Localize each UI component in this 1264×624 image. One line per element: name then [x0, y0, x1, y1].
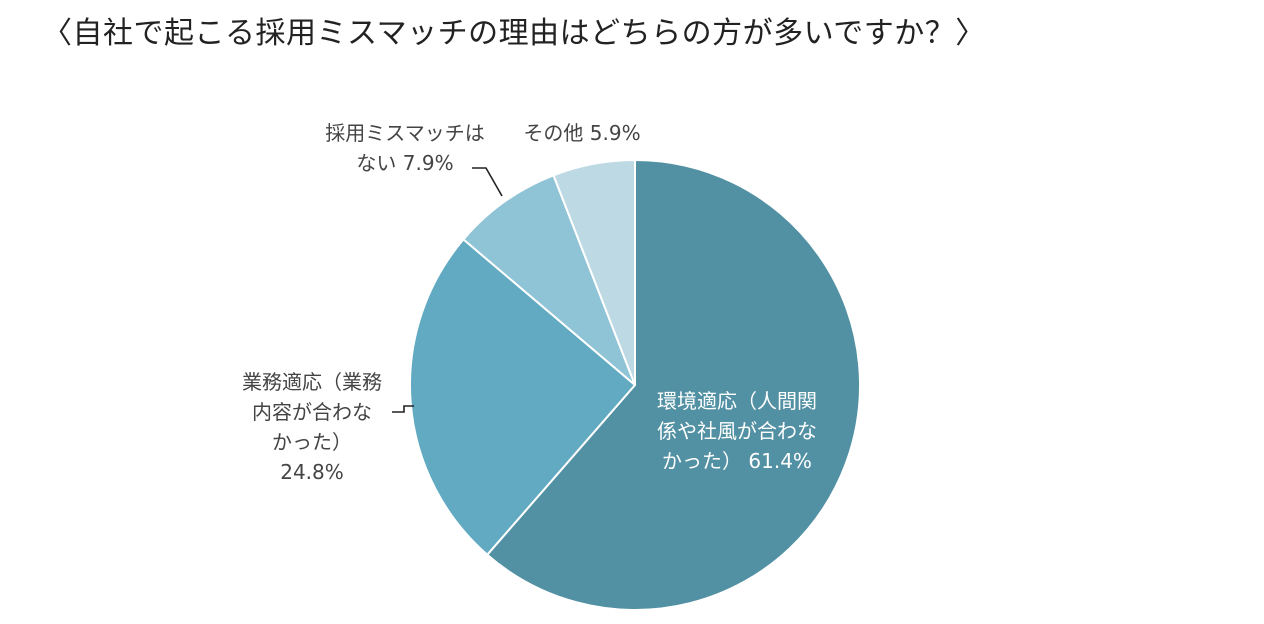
slice-other [552, 158, 636, 386]
label-job-fit: 業務適応（業務内容が合わなかった） 24.8% [242, 370, 382, 484]
label-environment-fit: 環境適応（人間関係や社風が合わなかった） 61.4% [657, 389, 817, 473]
slice-job-fit [409, 238, 637, 557]
slice-no-mismatch [462, 173, 636, 386]
label-no-mismatch: 採用ミスマッチはない 7.9% [325, 121, 484, 175]
leader-job-fit [392, 405, 414, 413]
chart-title: 〈自社で起こる採用ミスマッチの理由はどちらの方が多いですか？〉 [42, 16, 986, 51]
leader-no-mismatch [472, 167, 503, 197]
label-other: その他 5.9% [523, 121, 640, 145]
slice-environment-fit [485, 158, 861, 611]
